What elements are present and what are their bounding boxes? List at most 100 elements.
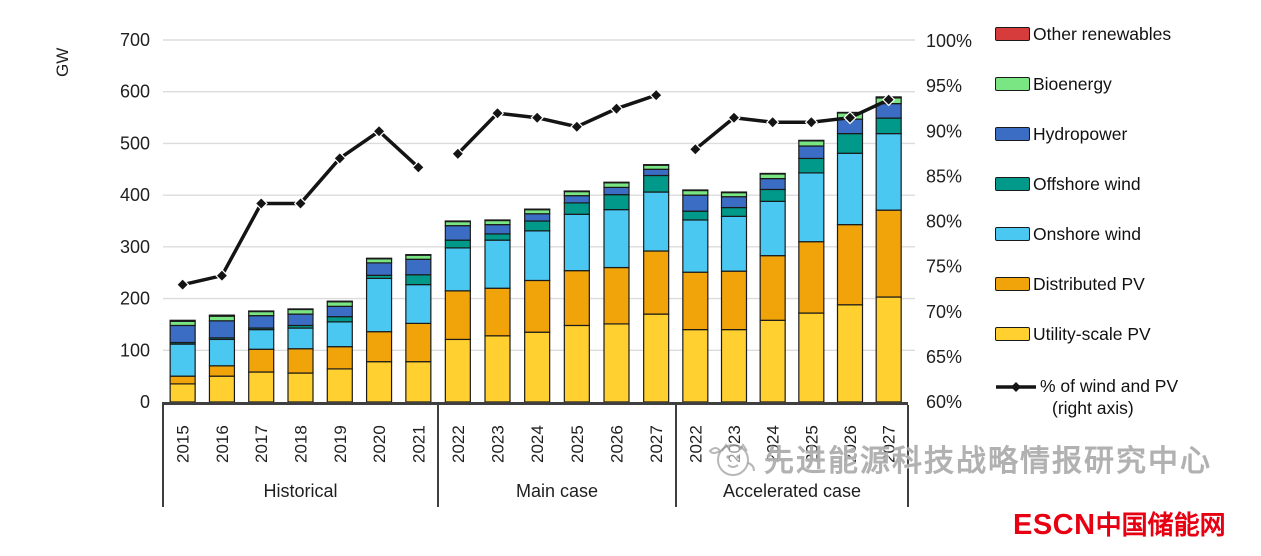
bar-segment-onshore-wind	[875, 133, 902, 211]
bar-segment-onshore-wind	[365, 277, 393, 333]
line-marker-diamond	[649, 88, 663, 102]
bar-segment-other-renewables	[484, 219, 511, 222]
left-axis-tick-label: 400	[120, 185, 150, 205]
line-marker-diamond	[843, 111, 857, 125]
bar-segment-distributed-pv	[682, 271, 709, 331]
left-axis-labels: 0 100 200 300 400 500 600 700 GW	[53, 30, 150, 412]
left-axis-tick-label: 500	[120, 133, 150, 153]
left-axis-tick-label: 300	[120, 237, 150, 257]
bar-segment-distributed-pv	[287, 348, 314, 374]
line-marker-diamond	[882, 93, 896, 107]
legend-swatch	[995, 177, 1030, 191]
bar-segment-offshore-wind	[682, 210, 709, 221]
bar-segment-other-renewables	[248, 310, 275, 313]
year-label: 2023	[489, 425, 508, 463]
line-marker-diamond	[411, 160, 426, 174]
right-axis-tick-label: 95%	[926, 76, 962, 96]
line-marker-diamond	[254, 196, 268, 211]
bar-segment-hydropower	[603, 186, 630, 196]
bar-segment-hydropower	[524, 213, 551, 222]
right-axis-tick-label: 100%	[926, 31, 972, 51]
legend-label: Onshore wind	[1033, 223, 1141, 244]
left-axis-tick-label: 0	[140, 392, 150, 412]
bar-segment-bioenergy	[603, 182, 630, 188]
wind-pv-share-line	[175, 88, 896, 292]
bar-segment-other-renewables	[720, 191, 748, 194]
bar-segment-bioenergy	[169, 320, 196, 327]
bar-historical-2015	[169, 319, 196, 403]
bar-segment-distributed-pv	[444, 290, 471, 341]
bar-segment-utility-scale-pv	[484, 335, 511, 403]
bar-segment-utility-scale-pv	[524, 331, 551, 403]
bar-segment-offshore-wind	[875, 117, 902, 135]
bar-main-case-2023	[484, 219, 511, 403]
bar-segment-distributed-pv	[720, 270, 748, 331]
bar-segment-offshore-wind	[563, 202, 590, 215]
bar-segment-onshore-wind	[169, 343, 196, 377]
bar-segment-offshore-wind	[836, 133, 864, 154]
bar-segment-onshore-wind	[287, 327, 314, 350]
bar-segment-distributed-pv	[248, 348, 275, 373]
group-label-accelerated-case: Accelerated case	[723, 481, 861, 501]
bar-historical-2020	[365, 257, 393, 403]
bar-main-case-2025	[563, 190, 590, 403]
year-label: 2022	[686, 425, 705, 463]
bar-segment-offshore-wind	[444, 239, 471, 249]
year-label: 2027	[880, 425, 899, 463]
bar-segment-distributed-pv	[603, 266, 630, 325]
legend-swatch	[995, 77, 1030, 91]
bar-segment-distributed-pv	[643, 250, 670, 315]
bar-segment-onshore-wind	[798, 172, 825, 243]
line-marker-diamond	[688, 142, 702, 156]
bar-segment-hydropower	[248, 315, 275, 329]
legend-swatch	[995, 27, 1030, 41]
legend-swatch	[995, 277, 1030, 291]
bar-segment-hydropower	[484, 224, 511, 235]
bar-segment-hydropower	[208, 320, 236, 339]
group-label-main-case: Main case	[516, 481, 598, 501]
bar-segment-utility-scale-pv	[405, 361, 432, 403]
bar-segment-hydropower	[563, 195, 590, 204]
line-marker-diamond	[804, 115, 818, 129]
line-marker-diamond	[530, 111, 544, 125]
bar-segment-onshore-wind	[682, 219, 709, 273]
bar-main-case-2024	[524, 208, 551, 403]
bar-segment-utility-scale-pv	[248, 371, 275, 403]
bar-segment-hydropower	[798, 145, 825, 160]
bar-segment-other-renewables	[759, 172, 786, 175]
bar-segment-onshore-wind	[484, 239, 511, 289]
bar-segment-onshore-wind	[444, 247, 471, 292]
bar-segment-distributed-pv	[524, 279, 551, 333]
left-axis-unit-label: GW	[53, 48, 72, 77]
bar-segment-utility-scale-pv	[643, 313, 670, 403]
legend-item-wind-pv-share: % of wind and PV (right axis)	[995, 376, 1255, 420]
bar-segment-hydropower	[287, 313, 314, 327]
line-marker-diamond	[215, 269, 229, 283]
line-marker-diamond	[451, 147, 465, 161]
right-axis-tick-label: 70%	[926, 302, 962, 322]
bar-segment-utility-scale-pv	[682, 329, 709, 403]
bar-segment-offshore-wind	[643, 174, 670, 193]
bar-historical-2021	[405, 254, 432, 403]
bar-segment-utility-scale-pv	[563, 324, 590, 403]
bar-segment-utility-scale-pv	[444, 338, 471, 403]
bar-segment-utility-scale-pv	[287, 372, 314, 403]
bar-accelerated-case-2022	[682, 189, 709, 403]
bar-segment-other-renewables	[169, 319, 196, 322]
right-axis-tick-label: 85%	[926, 166, 962, 186]
bar-historical-2016	[208, 314, 236, 403]
bar-accelerated-case-2024	[759, 172, 786, 403]
line-marker-diamond	[490, 106, 505, 120]
legend-swatch	[995, 227, 1030, 241]
bar-segment-bioenergy	[682, 189, 709, 196]
bar-segment-other-renewables	[365, 257, 393, 260]
bar-segment-utility-scale-pv	[875, 296, 902, 403]
legend-label: Bioenergy	[1033, 73, 1112, 94]
year-label: 2023	[725, 425, 744, 463]
bar-historical-2017	[248, 310, 275, 403]
legend-label: Offshore wind	[1033, 173, 1141, 194]
left-axis-tick-label: 700	[120, 30, 150, 50]
year-label: 2022	[449, 425, 468, 463]
bar-segment-offshore-wind	[405, 274, 432, 286]
legend-label: Other renewables	[1033, 23, 1172, 44]
